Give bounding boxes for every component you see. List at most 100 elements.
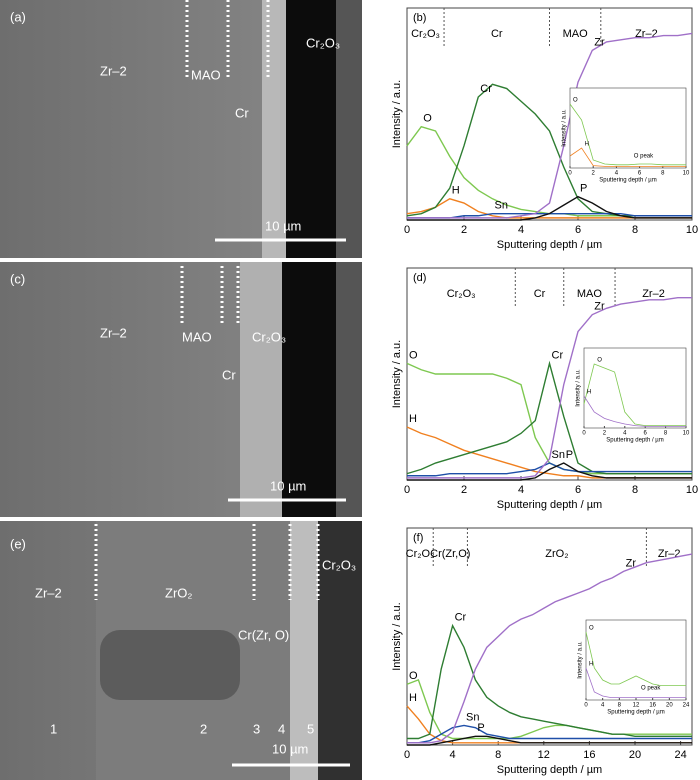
series-line bbox=[407, 296, 692, 479]
curve-label: H bbox=[585, 142, 589, 148]
sem-panel-e: (e) Zr–2 ZrO₂ Cr(Zr, O) Cr₂O₃ 10 µm 1 2 … bbox=[0, 521, 362, 780]
sem-panel-a: (a) Zr–2 MAO Cr Cr₂O₃ 10 µm bbox=[0, 0, 362, 258]
series-line bbox=[569, 103, 686, 166]
x-tick-label: 2 bbox=[461, 224, 467, 236]
region-label: Cr₂O₃ bbox=[306, 35, 340, 50]
curve-label: Sn bbox=[552, 449, 565, 461]
x-axis-label: Sputtering depth / µm bbox=[606, 438, 664, 444]
layer bbox=[240, 262, 282, 517]
curve-label: Sn bbox=[466, 711, 479, 723]
curve-label: Cr bbox=[552, 349, 564, 361]
x-tick-label: 4 bbox=[601, 703, 605, 709]
series-line bbox=[583, 363, 686, 426]
region-label: Cr₂O₃ bbox=[322, 557, 356, 572]
series-line bbox=[407, 735, 692, 746]
x-tick-label: 12 bbox=[633, 703, 640, 709]
x-tick-label: 2 bbox=[461, 484, 467, 496]
region-label: Zr–2 bbox=[100, 63, 127, 78]
curve-label: Sn bbox=[495, 200, 508, 212]
curve-label: P bbox=[477, 722, 484, 734]
series-line bbox=[407, 462, 692, 477]
series-line bbox=[569, 147, 686, 167]
curve-label: O bbox=[589, 626, 594, 632]
region-label: MAO bbox=[182, 329, 212, 344]
region-label: Cr₂O₃ bbox=[406, 548, 435, 560]
x-tick-label: 0 bbox=[404, 749, 410, 761]
layer bbox=[286, 0, 336, 258]
y-axis-label: Intensity / a.u. bbox=[562, 109, 568, 147]
curve-label: Cr bbox=[455, 612, 467, 624]
x-tick-label: 0 bbox=[404, 224, 410, 236]
region-label: ZrO₂ bbox=[165, 585, 192, 600]
y-axis-label: Intensity / a.u. bbox=[391, 340, 403, 408]
curve-label: H bbox=[409, 413, 417, 425]
point-label: 5 bbox=[307, 721, 314, 736]
region-label: Zr–2 bbox=[100, 325, 127, 340]
annotation: O peak bbox=[641, 686, 661, 692]
panel-label: (b) bbox=[413, 12, 426, 24]
curve-label: O bbox=[409, 670, 418, 682]
y-axis-label: Intensity / a.u. bbox=[391, 80, 403, 148]
x-tick-label: 12 bbox=[538, 749, 550, 761]
x-tick-label: 4 bbox=[615, 171, 619, 177]
annotation: O peak bbox=[634, 154, 654, 160]
series-line bbox=[585, 667, 686, 698]
layer bbox=[290, 521, 318, 780]
layer bbox=[262, 0, 286, 258]
scale-label: 10 µm bbox=[272, 741, 308, 756]
x-tick-label: 0 bbox=[584, 703, 588, 709]
x-tick-label: 8 bbox=[664, 431, 668, 437]
region-label: Cr₂O₃ bbox=[252, 329, 286, 344]
curve-label: O bbox=[423, 113, 432, 125]
feature bbox=[100, 630, 240, 700]
panel-label: (a) bbox=[10, 9, 26, 24]
y-axis-label: Intensity / a.u. bbox=[391, 602, 403, 670]
region-label: Cr₂O₃ bbox=[447, 288, 476, 300]
series-line bbox=[407, 623, 692, 740]
scale-label: 10 µm bbox=[265, 218, 301, 233]
curve-label: H bbox=[587, 390, 591, 396]
point-label: 1 bbox=[50, 721, 57, 736]
x-tick-label: 8 bbox=[618, 703, 622, 709]
region-label: MAO bbox=[191, 67, 221, 82]
curve-label: H bbox=[452, 185, 460, 197]
point-label: 3 bbox=[253, 721, 260, 736]
series-line bbox=[406, 360, 692, 475]
x-tick-label: 8 bbox=[495, 749, 501, 761]
x-tick-label: 20 bbox=[629, 749, 641, 761]
point-label: 4 bbox=[278, 721, 285, 736]
sem-panel-c: (c) Zr–2 MAO Cr Cr₂O₃ 10 µm bbox=[0, 262, 362, 517]
x-tick-label: 4 bbox=[450, 749, 456, 761]
x-tick-label: 16 bbox=[649, 703, 656, 709]
series-line bbox=[583, 395, 686, 427]
curve-label: Zr bbox=[594, 301, 605, 313]
curve-label: P bbox=[566, 449, 573, 461]
x-tick-label: 6 bbox=[638, 171, 642, 177]
x-tick-label: 16 bbox=[583, 749, 595, 761]
region-label: MAO bbox=[577, 288, 603, 300]
curve-label: O bbox=[409, 349, 418, 361]
inset-frame bbox=[569, 87, 687, 169]
layer bbox=[336, 262, 362, 517]
x-tick-label: 24 bbox=[683, 703, 690, 709]
region-label: ZrO₂ bbox=[545, 548, 568, 560]
layer bbox=[282, 262, 336, 517]
inset-frame bbox=[585, 619, 687, 701]
x-tick-label: 0 bbox=[404, 484, 410, 496]
panel-label: (f) bbox=[413, 532, 423, 544]
x-tick-label: 10 bbox=[683, 431, 690, 437]
x-tick-label: 2 bbox=[603, 431, 607, 437]
x-axis-label: Sputtering depth / µm bbox=[497, 764, 602, 776]
x-axis-label: Sputtering depth / µm bbox=[607, 710, 665, 716]
x-axis-label: Sputtering depth / µm bbox=[599, 178, 657, 184]
curve-label: H bbox=[589, 662, 593, 668]
series-line bbox=[407, 553, 693, 744]
region-label: Zr–2 bbox=[35, 585, 62, 600]
x-tick-label: 0 bbox=[568, 171, 572, 177]
x-tick-label: 10 bbox=[686, 484, 698, 496]
series-line bbox=[585, 631, 686, 686]
x-tick-label: 4 bbox=[623, 431, 627, 437]
curve-label: P bbox=[580, 183, 587, 195]
region-label: Cr bbox=[222, 367, 236, 382]
